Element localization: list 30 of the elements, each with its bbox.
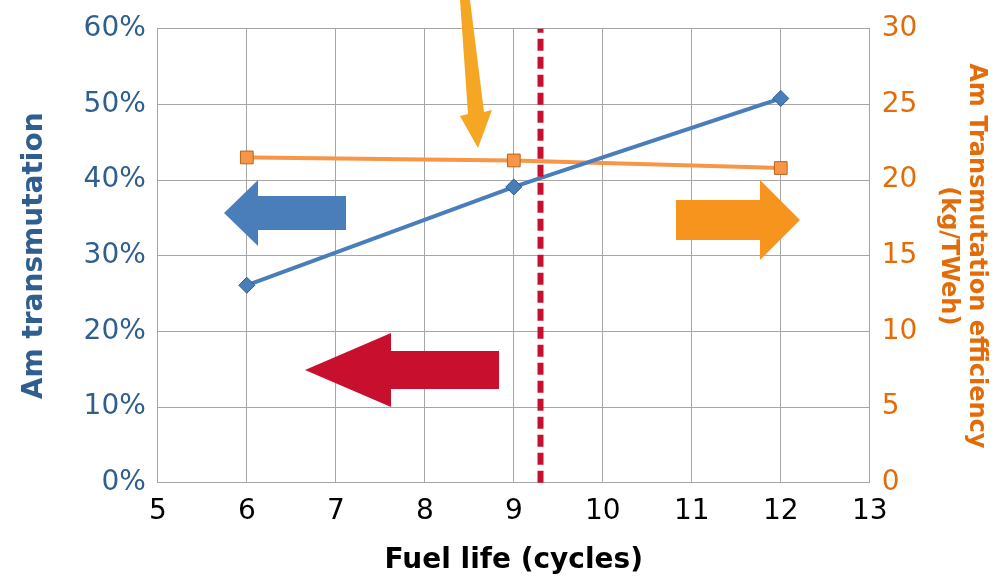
y2-tick-label: 30 <box>881 10 918 44</box>
x-tick-label: 6 <box>237 492 256 526</box>
x-tick-label: 5 <box>148 492 167 526</box>
point <box>238 276 256 294</box>
y-tick-label: 20% <box>83 312 146 346</box>
x-tick-label: 8 <box>415 492 434 526</box>
x-tick-label: 11 <box>673 492 710 526</box>
point <box>239 150 254 165</box>
point <box>773 161 788 175</box>
y2-tick-label: 10 <box>881 312 918 346</box>
x-tick-label: 7 <box>326 492 345 526</box>
x-tick-label: 12 <box>762 492 799 526</box>
y2-tick-label: 25 <box>881 85 918 119</box>
y-tick-label: 30% <box>83 237 146 271</box>
point <box>505 178 523 196</box>
y2-tick-label: 5 <box>881 388 900 422</box>
y-tick-label: 40% <box>83 161 146 195</box>
y2-tick-label: 20 <box>881 161 918 195</box>
y2-axis-title: Am Transmutation efficiency (kg/TWeh) <box>935 63 993 449</box>
x-axis-title: Fuel life (cycles) <box>384 542 644 576</box>
y-tick-label: 60% <box>83 10 146 44</box>
x-tick-label: 10 <box>584 492 621 526</box>
y-tick-label: 50% <box>83 85 146 119</box>
y-tick-label: 10% <box>83 388 146 422</box>
x-tick-label: 9 <box>504 492 523 526</box>
y-tick-label: 0% <box>101 464 146 498</box>
point <box>772 89 790 107</box>
y-axis-title: Am transmutation <box>16 112 50 400</box>
y2-tick-label: 15 <box>881 237 918 271</box>
point <box>506 153 521 168</box>
